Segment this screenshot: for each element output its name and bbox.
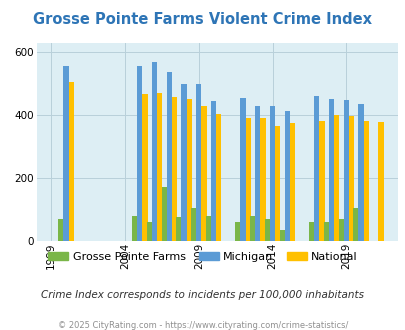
Bar — [264, 219, 269, 241]
Legend: Grosse Pointe Farms, Michigan, National: Grosse Pointe Farms, Michigan, National — [43, 248, 362, 267]
Bar — [289, 123, 294, 241]
Text: © 2025 CityRating.com - https://www.cityrating.com/crime-statistics/: © 2025 CityRating.com - https://www.city… — [58, 321, 347, 330]
Bar — [377, 122, 383, 241]
Bar — [249, 216, 255, 241]
Bar — [279, 230, 284, 241]
Bar — [63, 66, 68, 241]
Bar — [328, 99, 333, 241]
Bar — [147, 222, 151, 241]
Bar — [255, 106, 260, 241]
Bar — [245, 118, 250, 241]
Bar — [319, 120, 324, 241]
Bar — [186, 99, 191, 241]
Bar — [181, 84, 186, 241]
Bar — [363, 121, 368, 241]
Bar — [58, 219, 63, 241]
Bar — [171, 97, 177, 241]
Bar — [284, 111, 289, 241]
Bar — [343, 100, 348, 241]
Bar — [196, 84, 201, 241]
Bar — [201, 106, 206, 241]
Bar — [161, 187, 166, 241]
Bar — [260, 118, 265, 241]
Text: Grosse Pointe Farms Violent Crime Index: Grosse Pointe Farms Violent Crime Index — [34, 12, 371, 26]
Bar — [137, 66, 142, 241]
Bar — [166, 72, 171, 241]
Bar — [308, 222, 313, 241]
Bar — [205, 216, 211, 241]
Bar — [333, 115, 339, 241]
Bar — [151, 62, 157, 241]
Bar — [132, 216, 137, 241]
Bar — [191, 208, 196, 241]
Bar — [352, 208, 358, 241]
Bar — [142, 94, 147, 241]
Bar — [68, 82, 74, 241]
Bar — [358, 104, 363, 241]
Bar — [323, 222, 328, 241]
Bar — [235, 222, 240, 241]
Bar — [313, 96, 319, 241]
Bar — [157, 93, 162, 241]
Bar — [275, 126, 279, 241]
Bar — [176, 217, 181, 241]
Text: Crime Index corresponds to incidents per 100,000 inhabitants: Crime Index corresponds to incidents per… — [41, 290, 364, 300]
Bar — [348, 116, 353, 241]
Bar — [240, 98, 245, 241]
Bar — [338, 219, 343, 241]
Bar — [215, 114, 221, 241]
Bar — [211, 101, 215, 241]
Bar — [269, 106, 275, 241]
